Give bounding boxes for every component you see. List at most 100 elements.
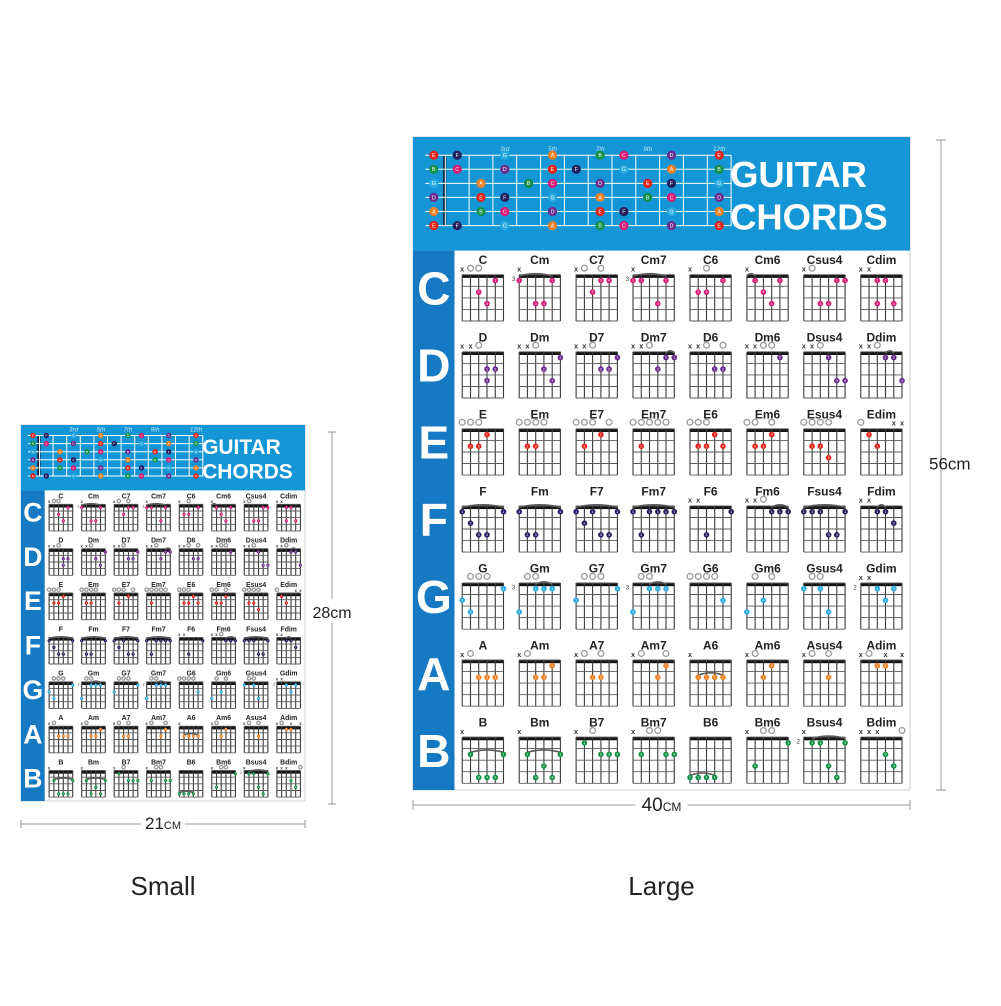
- svg-text:E: E: [432, 153, 436, 159]
- svg-text:1: 1: [689, 776, 691, 780]
- svg-text:1: 1: [836, 279, 838, 283]
- svg-text:F6: F6: [704, 484, 718, 498]
- svg-text:3: 3: [478, 533, 480, 537]
- svg-text:1: 1: [697, 444, 699, 448]
- svg-text:1: 1: [844, 279, 846, 283]
- svg-text:B: B: [598, 224, 602, 230]
- svg-text:G: G: [622, 167, 626, 173]
- svg-text:1: 1: [616, 356, 618, 360]
- svg-text:2: 2: [885, 279, 887, 283]
- svg-text:2: 2: [657, 676, 659, 680]
- svg-text:E: E: [59, 458, 61, 462]
- svg-text:Fm6: Fm6: [217, 626, 231, 633]
- svg-text:2: 2: [640, 533, 642, 537]
- svg-text:2: 2: [494, 776, 496, 780]
- svg-text:1: 1: [543, 587, 545, 591]
- svg-text:1: 1: [876, 587, 878, 591]
- svg-text:Dm6: Dm6: [216, 538, 231, 545]
- svg-text:D: D: [598, 181, 602, 187]
- svg-text:1: 1: [811, 741, 813, 745]
- svg-text:E: E: [100, 442, 102, 446]
- svg-text:D: D: [551, 209, 555, 215]
- svg-text:B: B: [646, 195, 650, 201]
- svg-text:4: 4: [844, 379, 846, 383]
- svg-text:E: E: [195, 434, 197, 438]
- svg-text:3: 3: [600, 533, 602, 537]
- svg-text:Am: Am: [530, 639, 549, 653]
- svg-text:1: 1: [706, 776, 708, 780]
- svg-text:2: 2: [543, 367, 545, 371]
- svg-text:F: F: [420, 494, 448, 546]
- svg-text:1: 1: [673, 356, 675, 360]
- svg-text:Am7: Am7: [641, 639, 667, 653]
- svg-text:7th: 7th: [124, 427, 133, 434]
- svg-text:9th: 9th: [643, 146, 652, 153]
- svg-text:1: 1: [575, 598, 577, 602]
- svg-text:1: 1: [632, 610, 634, 614]
- svg-text:1: 1: [885, 356, 887, 360]
- svg-text:1: 1: [673, 510, 675, 514]
- svg-text:Am: Am: [88, 715, 99, 722]
- svg-text:2: 2: [722, 598, 724, 602]
- svg-text:B: B: [479, 716, 488, 730]
- svg-text:Cm: Cm: [88, 493, 99, 500]
- svg-text:4: 4: [616, 753, 618, 757]
- svg-text:3rd: 3rd: [69, 427, 79, 434]
- svg-text:2: 2: [600, 367, 602, 371]
- svg-text:Cm: Cm: [530, 253, 549, 267]
- svg-text:2: 2: [592, 290, 594, 294]
- svg-text:2: 2: [657, 367, 659, 371]
- svg-text:9th: 9th: [151, 427, 160, 434]
- svg-text:D: D: [432, 195, 436, 201]
- svg-text:C: C: [551, 181, 555, 187]
- svg-text:4: 4: [673, 753, 675, 757]
- svg-text:3: 3: [143, 682, 145, 686]
- svg-text:F: F: [59, 626, 63, 633]
- svg-text:3: 3: [714, 433, 716, 437]
- svg-text:G: G: [23, 675, 44, 705]
- svg-text:1: 1: [893, 356, 895, 360]
- svg-text:E: E: [32, 434, 34, 438]
- svg-text:4: 4: [828, 610, 830, 614]
- svg-text:Bm: Bm: [530, 716, 549, 730]
- svg-text:2: 2: [885, 664, 887, 668]
- svg-text:4: 4: [762, 598, 764, 602]
- svg-text:C: C: [23, 498, 42, 528]
- svg-text:C: C: [670, 195, 674, 201]
- svg-text:1: 1: [649, 510, 651, 514]
- svg-text:Bm7: Bm7: [151, 760, 166, 767]
- svg-text:1: 1: [503, 510, 505, 514]
- svg-text:F6: F6: [187, 626, 195, 633]
- svg-text:B: B: [195, 442, 197, 446]
- svg-text:G: G: [416, 571, 452, 623]
- svg-text:B: B: [154, 458, 156, 462]
- svg-text:B: B: [479, 209, 483, 215]
- svg-text:1: 1: [461, 510, 463, 514]
- svg-text:3: 3: [486, 302, 488, 306]
- svg-text:1: 1: [844, 510, 846, 514]
- svg-text:Cm6: Cm6: [216, 493, 231, 500]
- svg-text:1: 1: [819, 510, 821, 514]
- svg-text:2: 2: [240, 771, 242, 775]
- svg-text:Bm6: Bm6: [216, 760, 231, 767]
- svg-text:E: E: [154, 450, 156, 454]
- svg-text:2: 2: [478, 290, 480, 294]
- svg-text:3: 3: [657, 302, 659, 306]
- svg-text:1: 1: [714, 367, 716, 371]
- svg-text:B: B: [527, 181, 531, 187]
- svg-text:1: 1: [811, 444, 813, 448]
- svg-text:4: 4: [771, 433, 773, 437]
- svg-text:1: 1: [640, 279, 642, 283]
- svg-text:2: 2: [893, 521, 895, 525]
- svg-text:E: E: [24, 586, 42, 616]
- svg-text:2: 2: [640, 753, 642, 757]
- svg-text:Fm7: Fm7: [641, 484, 666, 498]
- svg-text:3: 3: [665, 753, 667, 757]
- svg-text:Small: Small: [130, 871, 195, 901]
- svg-text:Adim: Adim: [866, 639, 896, 653]
- svg-text:E: E: [479, 195, 483, 201]
- svg-text:E: E: [432, 224, 436, 230]
- svg-text:4: 4: [836, 776, 838, 780]
- svg-text:1: 1: [665, 510, 667, 514]
- svg-text:C: C: [503, 209, 507, 215]
